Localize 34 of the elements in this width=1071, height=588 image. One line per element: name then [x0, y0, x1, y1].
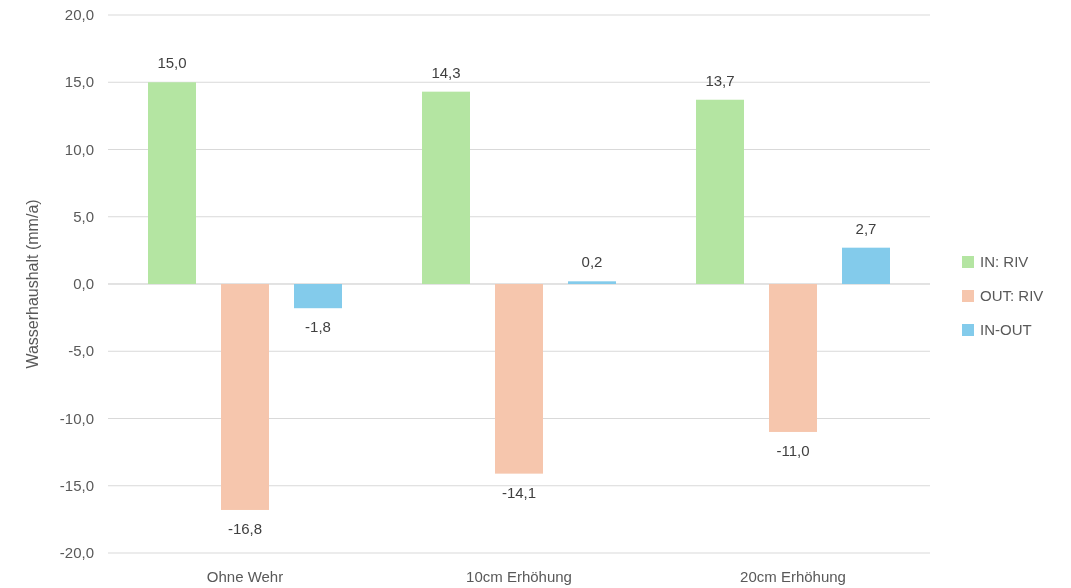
data-label: -14,1 [501, 483, 537, 501]
data-label: 13,7 [705, 71, 735, 89]
bar [568, 281, 616, 284]
bar [696, 99, 744, 284]
y-axis-title: Wasserhaushalt (mm/a) [24, 199, 41, 369]
x-tick-label: 20cm Erhöhung [740, 568, 846, 585]
y-tick-label: -10,0 [59, 409, 94, 427]
data-label: 2,7 [855, 219, 877, 237]
y-tick-label: 0,0 [73, 275, 94, 292]
bar [842, 247, 890, 284]
legend-label: IN-OUT [980, 321, 1032, 338]
y-tick-label: 10,0 [64, 140, 94, 158]
bar [294, 284, 342, 309]
y-tick-label: -20,0 [59, 544, 94, 561]
x-tick-label: 10cm Erhöhung [466, 568, 572, 585]
y-tick-label: 15,0 [64, 73, 94, 91]
data-label: 14,3 [431, 63, 461, 81]
bar [769, 284, 817, 432]
data-label: 0,2 [581, 253, 603, 271]
legend-label: OUT: RIV [980, 287, 1044, 304]
bar [221, 284, 269, 510]
bar [148, 82, 196, 284]
data-label: 15,0 [157, 54, 187, 72]
y-tick-label: 5,0 [73, 207, 94, 225]
data-label: -11,0 [776, 441, 810, 459]
y-tick-label: -5,0 [68, 342, 94, 360]
data-label: -16,8 [227, 519, 263, 537]
y-tick-label: -15,0 [59, 476, 94, 494]
data-label: -1,8 [305, 318, 331, 336]
bar [495, 284, 543, 474]
legend-label: IN: RIV [980, 253, 1029, 270]
y-tick-label: 20,0 [64, 6, 94, 23]
bar [422, 91, 470, 284]
x-tick-label: Ohne Wehr [206, 568, 284, 585]
